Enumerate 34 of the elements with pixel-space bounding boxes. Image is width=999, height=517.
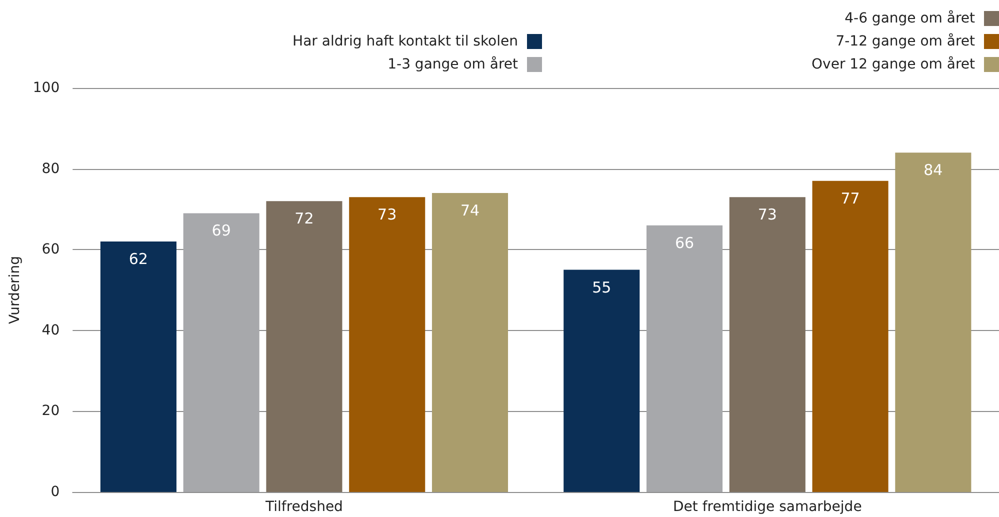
x-tick-label: Tilfredshed <box>264 499 343 515</box>
x-tick-label: Det fremtidige samarbejde <box>673 499 862 515</box>
bar <box>646 225 723 492</box>
y-tick-label: 0 <box>50 484 60 500</box>
bar <box>100 242 176 492</box>
bar <box>183 213 260 492</box>
data-label: 73 <box>378 206 397 224</box>
bar <box>812 180 888 492</box>
bar <box>564 270 640 492</box>
bar <box>432 193 508 492</box>
y-tick-label: 60 <box>42 242 60 258</box>
bar <box>349 197 426 492</box>
data-label: 74 <box>460 202 480 220</box>
y-tick-label: 40 <box>42 322 60 338</box>
data-label: 55 <box>592 278 612 296</box>
data-label: 84 <box>924 161 943 180</box>
y-axis-title: Vurdering <box>7 256 23 324</box>
data-label: 77 <box>840 189 860 208</box>
legend-label: 4-6 gange om året <box>844 10 976 26</box>
legend-label: 7-12 gange om året <box>836 32 976 50</box>
data-label: 73 <box>758 206 777 224</box>
bar <box>266 201 342 492</box>
y-tick-label: 20 <box>42 403 60 420</box>
data-label: 62 <box>128 250 148 268</box>
bar <box>729 197 806 492</box>
y-tick-label: 80 <box>42 160 60 177</box>
bar <box>895 152 972 492</box>
data-label: 69 <box>212 222 231 240</box>
legend-label: Har aldrig haft kontakt til skolen <box>292 34 518 50</box>
y-tick-label: 100 <box>32 80 60 96</box>
legend-label: 1-3 gange om året <box>388 56 519 72</box>
legend-label: Over 12 gange om året <box>812 56 976 72</box>
data-label: 72 <box>294 210 314 228</box>
data-label: 66 <box>674 234 694 252</box>
